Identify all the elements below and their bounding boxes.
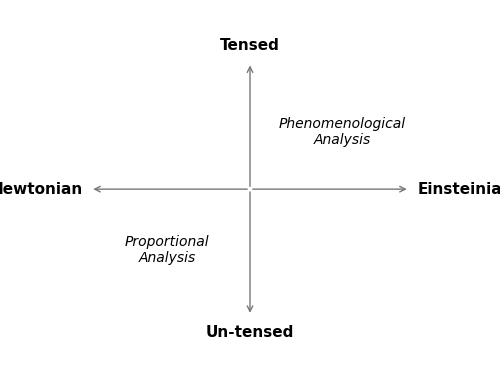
Text: Einsteinian: Einsteinian	[417, 182, 500, 196]
Text: Un-tensed: Un-tensed	[206, 325, 294, 340]
Text: Tensed: Tensed	[220, 38, 280, 53]
Text: Newtonian: Newtonian	[0, 182, 83, 196]
Text: Phenomenological
Analysis: Phenomenological Analysis	[279, 117, 406, 147]
Text: Proportional
Analysis: Proportional Analysis	[124, 235, 210, 265]
